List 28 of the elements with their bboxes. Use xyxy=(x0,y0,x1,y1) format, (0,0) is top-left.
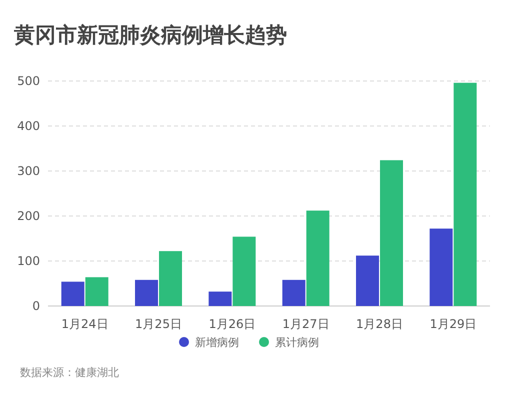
bar xyxy=(380,160,403,306)
bar xyxy=(61,282,84,306)
y-tick-label: 200 xyxy=(17,209,40,223)
y-tick-label: 500 xyxy=(17,74,40,88)
x-tick-label: 1月25日 xyxy=(135,317,182,331)
bar xyxy=(85,277,108,306)
x-tick-label: 1月28日 xyxy=(356,317,403,331)
y-tick-label: 0 xyxy=(32,299,40,313)
x-tick-label: 1月29日 xyxy=(430,317,477,331)
legend-label: 新增病例 xyxy=(195,336,239,349)
bar xyxy=(430,228,453,306)
source-note: 数据来源：健康湖北 xyxy=(20,366,119,379)
y-tick-label: 300 xyxy=(17,164,40,178)
bar xyxy=(356,256,379,306)
bar xyxy=(306,210,330,306)
bar xyxy=(159,251,182,306)
legend-label: 累计病例 xyxy=(275,336,319,349)
bar xyxy=(454,82,477,306)
bar xyxy=(232,236,256,306)
bar xyxy=(135,280,158,306)
y-tick-label: 400 xyxy=(17,119,40,133)
x-tick-label: 1月26日 xyxy=(208,317,256,331)
bar xyxy=(282,280,306,306)
bar xyxy=(208,292,232,306)
x-tick-label: 1月24日 xyxy=(61,317,108,331)
chart-title: 黄冈市新冠肺炎病例增长趋势 xyxy=(13,23,287,47)
x-tick-label: 1月27日 xyxy=(282,317,330,331)
y-tick-label: 100 xyxy=(17,254,40,268)
